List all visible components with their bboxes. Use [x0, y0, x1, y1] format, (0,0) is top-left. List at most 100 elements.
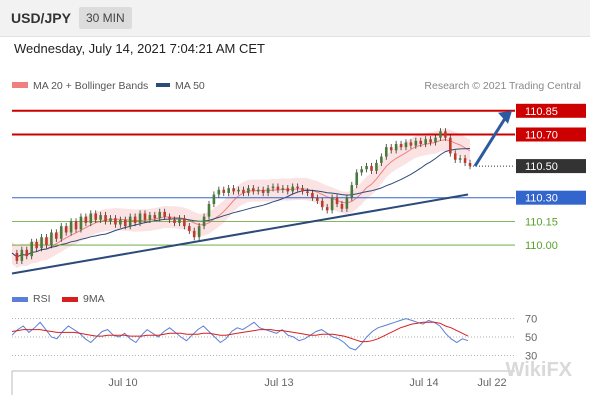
candle-body [227, 188, 230, 193]
support-trendline [11, 193, 469, 275]
candle-body [55, 232, 58, 239]
candle-body [301, 188, 304, 192]
candle-body [104, 215, 107, 222]
timeframe-badge[interactable]: 30 MIN [79, 7, 132, 29]
candle-body [138, 213, 142, 223]
candle-body [64, 226, 68, 233]
ma50-legend-swatch [156, 83, 170, 87]
candle-body [399, 143, 403, 148]
candle-body [59, 226, 63, 239]
candle-body [325, 207, 329, 211]
candle-body [286, 188, 290, 192]
candle-body [237, 189, 240, 192]
candle-body [114, 218, 117, 225]
candle-body [69, 221, 73, 233]
candle-body [276, 186, 280, 190]
ma20-legend-label: MA 20 + Bollinger Bands [33, 80, 148, 92]
rsi-ma-legend-swatch [62, 297, 78, 302]
candle-body [148, 215, 152, 220]
candle-body [187, 226, 191, 231]
candle-body [355, 172, 359, 186]
level-label: 110.30 [525, 193, 558, 205]
main-plot-area [11, 109, 515, 275]
candle-body [316, 197, 319, 201]
candle-body [74, 221, 78, 230]
candle-body [350, 185, 354, 198]
ma50-line [11, 148, 471, 258]
candle-body [168, 216, 171, 220]
candle-body [320, 200, 324, 208]
candle-body [20, 249, 24, 261]
rsi-ma-line [11, 321, 469, 343]
candle-body [439, 131, 442, 138]
candle-body [183, 218, 186, 227]
price-level-labels: 110.85 110.70 110.50 110.30 110.15 110.00 [516, 103, 586, 252]
forecast-arrow-shaft [473, 115, 508, 167]
candle-body [178, 218, 181, 223]
candle-body [79, 216, 83, 230]
candle-body [409, 142, 413, 146]
candle-body [384, 147, 388, 157]
x-tick-label: Jul 14 [409, 377, 438, 389]
rsi-line [11, 318, 469, 351]
candle-body [40, 237, 43, 249]
x-tick-label: Jul 10 [108, 377, 137, 389]
research-watermark: Research © 2021 Trading Central [424, 80, 581, 92]
candle-body [394, 143, 398, 151]
candle-body [370, 166, 373, 171]
forecast-arrow-head [498, 110, 512, 124]
candle-body [434, 137, 437, 143]
candle-body [458, 158, 462, 160]
symbol-label: USD/JPY [11, 10, 71, 26]
candle-body [222, 189, 226, 193]
candle-body [25, 249, 29, 257]
candle-body [128, 216, 132, 227]
candle-body [261, 189, 265, 193]
candle-body [252, 188, 255, 192]
candle-body [89, 213, 93, 223]
candle-body [444, 131, 447, 138]
candle-body [335, 197, 339, 205]
candle-body [35, 241, 38, 249]
bollinger-band [12, 128, 470, 268]
candle-body [84, 216, 88, 223]
candle-body [202, 216, 206, 227]
candle-body [429, 139, 432, 143]
candle-body [345, 197, 349, 209]
candle-body [468, 162, 472, 167]
chart-datetime: Wednesday, July 14, 2021 7:04:21 AM CET [14, 41, 265, 56]
rsi-tick-label: 50 [525, 332, 537, 344]
candle-body [133, 216, 137, 223]
candle-body [15, 252, 19, 261]
candle-body [271, 186, 275, 189]
candle-body [143, 213, 147, 220]
candle-body [207, 204, 211, 217]
candle-body [242, 189, 245, 193]
level-tag [516, 103, 586, 118]
candle-body [365, 166, 368, 170]
brand-watermark: WikiFX [506, 359, 573, 381]
candle-body [119, 219, 122, 225]
ma20-legend-swatch [12, 82, 28, 88]
rsi-tick-label: 30 [525, 350, 537, 362]
candle-body [419, 140, 423, 144]
level-label: 110.85 [525, 106, 558, 118]
candle-body [414, 140, 418, 146]
level-tag [516, 159, 586, 174]
candle-body [153, 215, 157, 219]
ma50-legend-label: MA 50 [175, 80, 205, 92]
ma20-line [11, 139, 471, 258]
rsi-plot-area: 70 50 30 [11, 314, 537, 362]
candle-body [50, 232, 53, 246]
level-label: 110.70 [525, 129, 558, 141]
candle-body [123, 219, 127, 227]
candle-body [173, 219, 176, 223]
level-tag [516, 190, 586, 205]
rsi-legend-label: RSI [33, 293, 51, 305]
rsi-tick-label: 70 [525, 314, 537, 326]
candle-body [281, 188, 285, 190]
candle-body [389, 147, 393, 151]
candle-body [291, 186, 295, 192]
candle-body [375, 162, 378, 171]
candle-body [256, 189, 260, 192]
